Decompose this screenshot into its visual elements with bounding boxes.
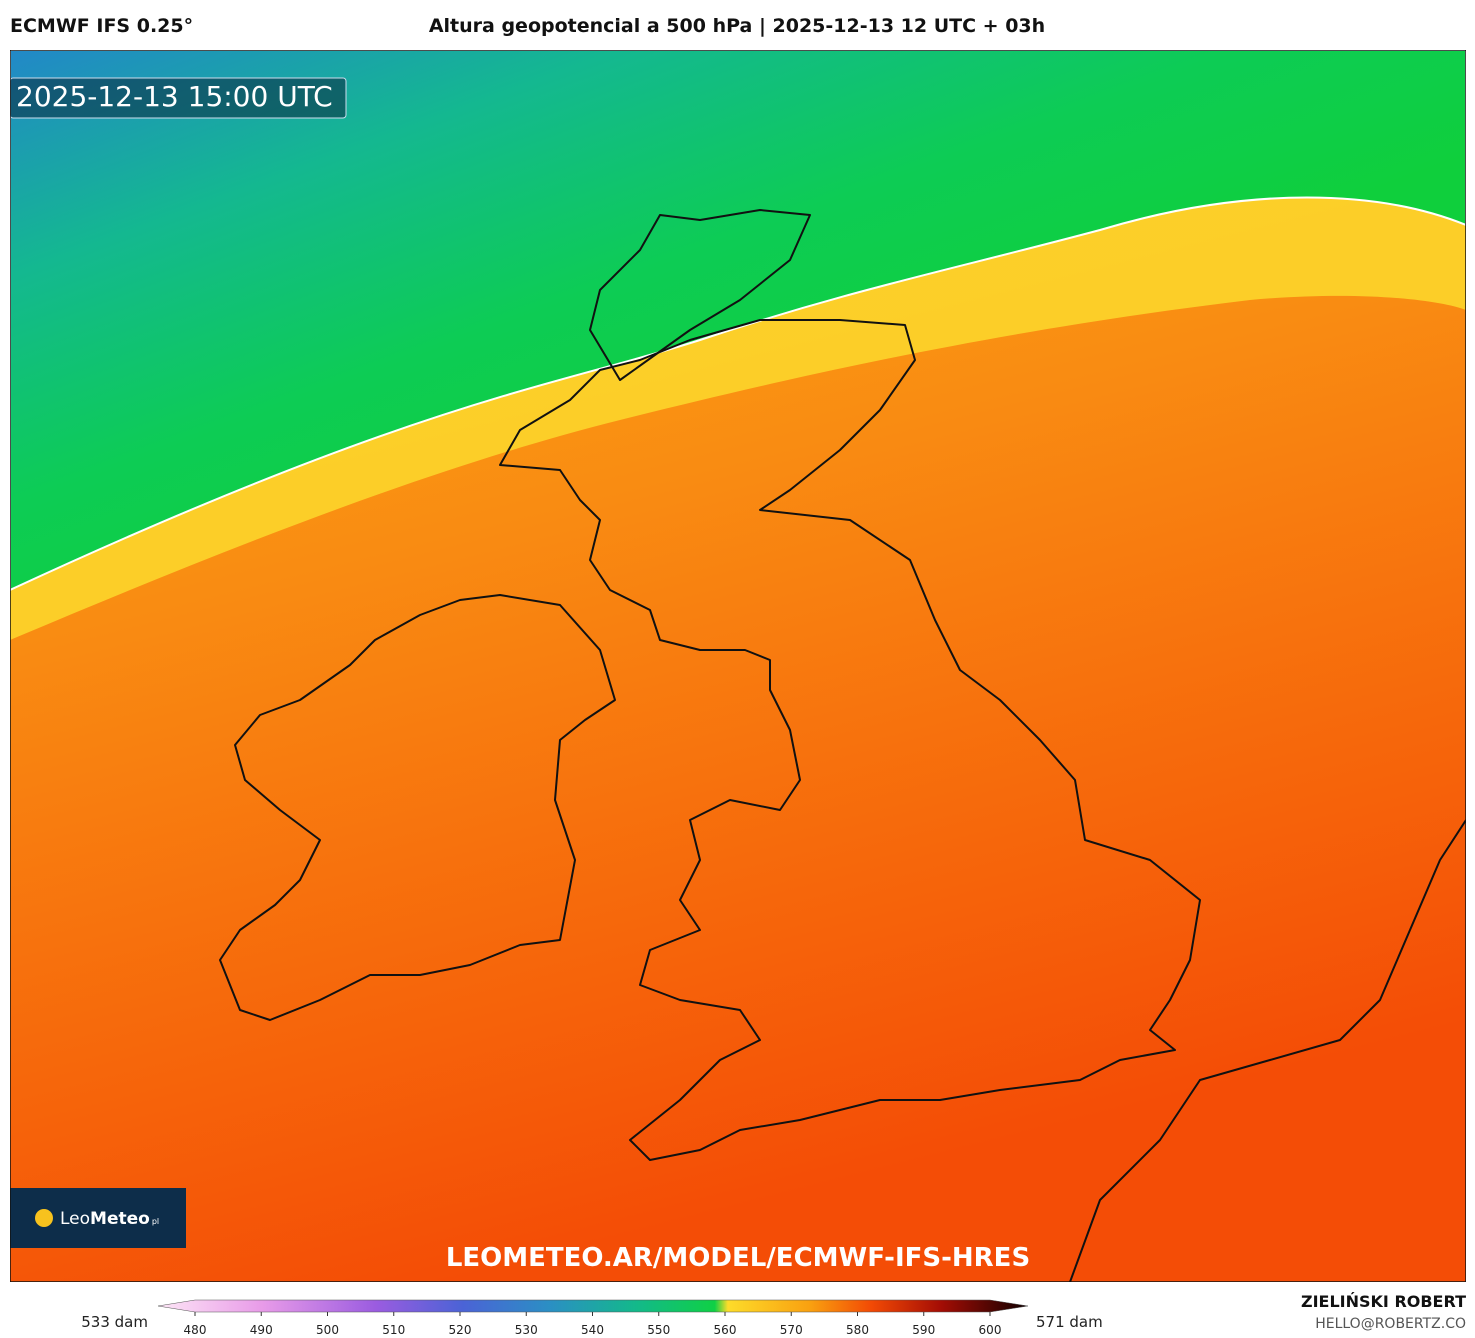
colorbar [157, 1299, 1029, 1313]
colorbar-tick-label: 490 [250, 1323, 273, 1337]
watermark-url: LEOMETEO.AR/MODEL/ECMWF-IFS-HRES [446, 1243, 1030, 1273]
colorbar-tick-label: 580 [846, 1323, 869, 1337]
map: 2025-12-13 15:00 UTC LeoMeteo pl LEOMETEO… [10, 50, 1466, 1282]
author: ZIELIŃSKI ROBERT [1301, 1292, 1466, 1311]
logo-suffix: pl [152, 1217, 159, 1226]
colorbar-tick-label: 540 [581, 1323, 604, 1337]
colorbar-tick-label: 550 [647, 1323, 670, 1337]
logo-sun [35, 1209, 53, 1227]
timestamp-box [10, 77, 347, 119]
colorbar-max-label: 571 dam [1036, 1313, 1103, 1331]
colorbar-tick-label: 530 [515, 1323, 538, 1337]
europe-coast [1069, 819, 1466, 1282]
colorbar-tick-label: 600 [979, 1323, 1002, 1337]
email: HELLO@ROBERTZ.CO [1315, 1316, 1466, 1332]
colorbar-tick-label: 590 [912, 1323, 935, 1337]
colorbar-tick-label: 510 [382, 1323, 405, 1337]
logo-prefix: Leo [60, 1209, 90, 1229]
great-britain [499, 319, 1201, 1161]
logo-name: Meteo [90, 1209, 150, 1229]
model-label: ECMWF IFS 0.25° [10, 15, 193, 37]
north-scotland [589, 209, 811, 381]
colorbar-tick-label: 520 [449, 1323, 472, 1337]
colorbar-tick-label: 500 [316, 1323, 339, 1337]
colorbar-tick-label: 480 [184, 1323, 207, 1337]
ireland [219, 594, 616, 1021]
band-550 [10, 50, 1466, 592]
colorbar-ticks: 480 490 500 510 520 530 540 550 560 570 580 590 600 [184, 1312, 1002, 1337]
logo: LeoMeteo pl [60, 1209, 159, 1229]
chart-title: Altura geopotencial a 500 hPa | 2025-12-… [429, 15, 1045, 37]
colorbar-min-label: 533 dam [81, 1313, 148, 1331]
timestamp: 2025-12-13 15:00 UTC [16, 80, 333, 113]
band-560 [10, 197, 1466, 640]
colorbar-tick-label: 560 [714, 1323, 737, 1337]
colorbar-tick-label: 570 [780, 1323, 803, 1337]
